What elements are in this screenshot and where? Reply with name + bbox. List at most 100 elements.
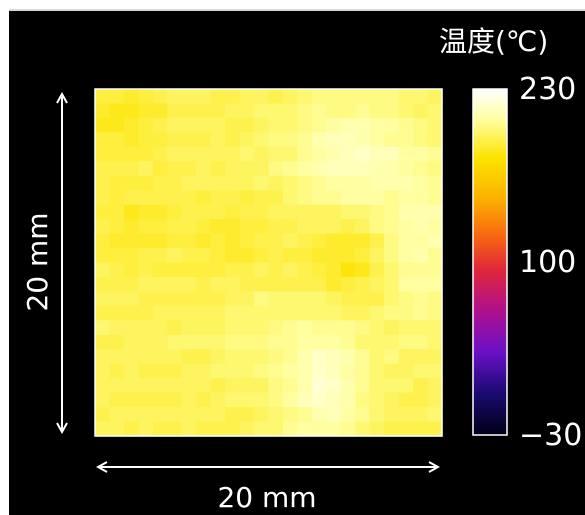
heatmap-cell (239, 363, 255, 379)
heatmap-cell (109, 320, 125, 336)
heatmap-cell (181, 233, 197, 249)
heatmap-cell (239, 421, 255, 437)
heatmap-cell (297, 305, 313, 321)
heatmap-cell (413, 117, 429, 133)
heatmap-cell (297, 248, 313, 264)
heatmap-cell (152, 117, 168, 133)
colorbar-tick-label: −30 (519, 418, 582, 453)
heatmap-cell (311, 161, 327, 177)
heatmap-cell (210, 421, 226, 437)
heatmap-cell (326, 190, 342, 206)
heatmap-cell (427, 291, 443, 307)
heatmap-cell (282, 248, 299, 264)
heatmap-cell (340, 175, 356, 191)
heatmap-cell (413, 421, 429, 437)
heatmap-cell (398, 262, 414, 278)
heatmap-cell (138, 204, 154, 220)
heatmap-cell (384, 248, 400, 264)
heatmap-cell (398, 175, 414, 191)
heatmap-cell (123, 175, 139, 191)
heatmap-cell (196, 233, 212, 249)
heatmap-cell (384, 219, 400, 235)
heatmap-cell (355, 175, 371, 191)
heatmap-cell (282, 349, 299, 365)
heatmap-cell (123, 407, 139, 423)
heatmap-cell (311, 248, 327, 264)
heatmap-cell (384, 392, 400, 408)
heatmap-cell (398, 363, 414, 379)
heatmap-cell (181, 89, 197, 105)
heatmap-cell (225, 392, 241, 408)
heatmap-cell (268, 334, 284, 350)
heatmap-cell (181, 262, 197, 278)
heatmap-cell (225, 421, 241, 437)
heatmap-cell (282, 262, 299, 278)
heatmap-cell (239, 233, 255, 249)
heatmap-cell (123, 204, 139, 220)
heatmap-cell (413, 146, 429, 162)
heatmap-cell (384, 349, 400, 365)
heatmap-cell (95, 146, 111, 162)
heatmap-cell (123, 334, 139, 350)
heatmap-cell (326, 204, 342, 220)
heatmap-cell (297, 161, 313, 177)
heatmap-cell (225, 334, 241, 350)
heatmap-cell (95, 407, 111, 423)
heatmap-cell (239, 146, 255, 162)
heatmap-cell (109, 146, 125, 162)
heatmap-cell (340, 363, 356, 379)
heatmap-cell (167, 89, 183, 105)
heatmap-cell (413, 190, 429, 206)
heatmap-cell (413, 349, 429, 365)
heatmap-cell (95, 248, 111, 264)
heatmap-cell (225, 219, 241, 235)
heatmap-cell (123, 146, 139, 162)
heatmap-cell (181, 392, 197, 408)
heatmap-cell (196, 334, 212, 350)
heatmap-cell (181, 291, 197, 307)
heatmap-cell (268, 132, 284, 148)
heatmap-cell (369, 248, 385, 264)
heatmap-cell (167, 219, 183, 235)
heatmap-cell (355, 305, 371, 321)
heatmap-cell (152, 276, 168, 293)
heatmap-cell (398, 117, 414, 133)
heatmap-cell (152, 291, 168, 307)
heatmap-cell (340, 190, 356, 206)
heatmap-cell (268, 190, 284, 206)
heatmap-cell (282, 89, 299, 105)
heatmap-cell (181, 378, 197, 394)
heatmap-cell (427, 305, 443, 321)
heatmap-cell (181, 363, 197, 379)
heatmap-cell (95, 89, 111, 105)
heatmap-cell (239, 204, 255, 220)
heatmap-cell (268, 291, 284, 307)
heatmap-cell (355, 233, 371, 249)
heatmap-cell (384, 132, 400, 148)
heatmap-cell (413, 334, 429, 350)
heatmap-cell (311, 233, 327, 249)
heatmap-cell (384, 103, 400, 119)
heatmap-cell (355, 392, 371, 408)
heatmap-cell (355, 363, 371, 379)
heatmap-cell (268, 407, 284, 423)
heatmap-cell (210, 392, 226, 408)
heatmap-cell (123, 363, 139, 379)
heatmap-cell (167, 334, 183, 350)
heatmap-cell (369, 175, 385, 191)
heatmap-cell (427, 89, 443, 105)
heatmap-cell (109, 233, 125, 249)
heatmap-cell (268, 320, 284, 336)
heatmap-cell (196, 204, 212, 220)
heatmap-cell (95, 132, 111, 148)
heatmap-cell (369, 334, 385, 350)
heatmap-cell (384, 334, 400, 350)
heatmap-cell (239, 190, 255, 206)
heatmap-cell (413, 363, 429, 379)
heatmap-cell (311, 363, 327, 379)
heatmap-cell (398, 392, 414, 408)
heatmap-cell (297, 146, 313, 162)
heatmap-cell (167, 421, 183, 437)
heatmap-cell (210, 190, 226, 206)
heatmap-cell (123, 392, 139, 408)
